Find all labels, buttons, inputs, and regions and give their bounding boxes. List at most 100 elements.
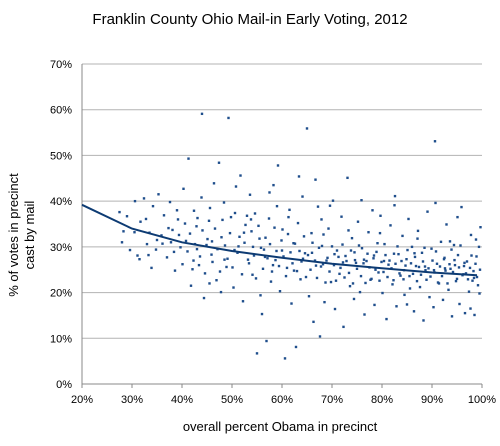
data-point	[213, 227, 217, 230]
data-point	[452, 243, 456, 247]
data-point	[454, 279, 458, 283]
data-point	[218, 270, 222, 273]
data-point	[246, 258, 250, 261]
data-point	[406, 248, 409, 252]
data-point	[325, 259, 328, 262]
data-point	[233, 211, 237, 215]
data-point	[260, 312, 264, 316]
data-point	[277, 264, 281, 268]
data-point	[202, 296, 206, 300]
data-point	[469, 307, 472, 310]
x-axis-title: overall percent Obama in precinct	[183, 419, 378, 434]
data-point	[360, 199, 363, 202]
data-point	[442, 258, 446, 261]
data-point	[329, 280, 333, 284]
data-point	[417, 265, 421, 269]
data-point	[381, 291, 384, 295]
data-point	[276, 164, 280, 167]
x-tick-label: 90%	[421, 394, 443, 406]
data-point	[377, 271, 380, 274]
data-point	[195, 225, 198, 228]
data-point	[467, 290, 471, 293]
data-point	[258, 237, 261, 240]
data-point	[324, 281, 327, 284]
data-point	[477, 245, 481, 249]
data-point	[268, 191, 271, 194]
x-tick-label: 50%	[221, 394, 243, 406]
data-point	[432, 268, 436, 272]
data-point	[280, 249, 284, 252]
data-point	[363, 313, 366, 316]
data-point	[408, 274, 411, 278]
data-point	[464, 272, 468, 275]
data-point	[302, 235, 306, 238]
data-point	[177, 233, 181, 237]
data-point	[320, 218, 323, 221]
data-point	[243, 241, 246, 244]
x-tick-label: 80%	[371, 394, 393, 406]
data-point	[257, 224, 260, 228]
data-point	[317, 246, 321, 249]
data-point	[234, 185, 238, 188]
data-point	[310, 231, 313, 235]
data-point	[375, 250, 378, 254]
data-point	[271, 263, 275, 267]
data-point	[207, 219, 211, 222]
data-point	[251, 273, 254, 276]
data-point	[435, 262, 439, 265]
data-point	[355, 267, 359, 270]
data-point	[356, 220, 360, 223]
data-point	[225, 265, 228, 269]
data-point	[265, 339, 268, 343]
data-point	[327, 227, 330, 230]
data-point	[434, 201, 437, 205]
data-point	[290, 302, 293, 305]
data-point	[330, 245, 334, 248]
data-point	[453, 258, 456, 262]
data-point	[275, 249, 278, 253]
data-point	[252, 254, 256, 257]
data-point	[331, 199, 335, 202]
gridlines	[82, 63, 482, 385]
data-point	[413, 252, 416, 255]
data-point	[351, 282, 355, 285]
data-point	[387, 263, 390, 266]
data-point	[447, 288, 450, 292]
data-point	[150, 266, 153, 270]
data-point	[344, 254, 347, 258]
data-point	[456, 215, 459, 219]
data-point	[167, 226, 170, 230]
data-point	[187, 157, 190, 160]
data-point	[383, 242, 386, 246]
data-point	[303, 252, 307, 255]
data-point	[362, 262, 365, 265]
data-point	[474, 262, 477, 265]
data-point	[449, 267, 452, 270]
data-point	[219, 290, 223, 294]
data-point	[408, 287, 412, 290]
data-point	[412, 310, 416, 313]
data-point	[478, 268, 482, 271]
data-point	[347, 229, 350, 232]
data-point	[267, 217, 271, 220]
data-point	[169, 241, 173, 244]
data-point	[414, 264, 418, 268]
data-point	[183, 222, 187, 225]
data-point	[122, 230, 125, 233]
data-point	[245, 214, 249, 217]
data-point	[460, 205, 463, 209]
data-point	[248, 193, 252, 196]
data-point	[372, 257, 375, 260]
data-point	[282, 255, 285, 258]
data-point	[386, 275, 389, 279]
data-point	[444, 269, 447, 272]
data-point	[333, 307, 337, 311]
data-point	[239, 174, 242, 177]
data-point	[195, 247, 199, 251]
data-point	[118, 210, 121, 214]
data-point	[395, 305, 398, 308]
data-point	[323, 300, 326, 304]
data-point	[392, 279, 395, 282]
data-point	[226, 257, 229, 260]
